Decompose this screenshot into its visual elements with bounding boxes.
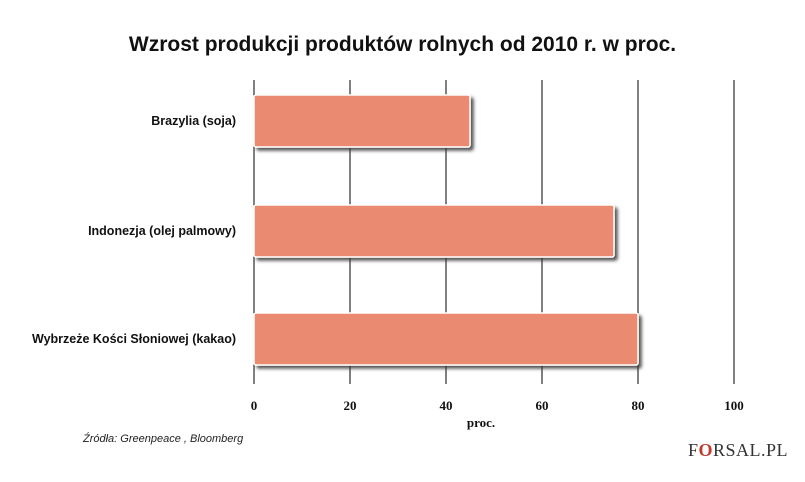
x-tick-label-60: 60 [536, 398, 549, 413]
x-tick-label-0: 0 [251, 398, 258, 413]
bar-1 [253, 94, 471, 148]
bar-3 [253, 312, 639, 366]
x-tick-label-100: 100 [724, 398, 744, 413]
category-label-2: Indonezja (olej palmowy) [88, 224, 236, 238]
category-label-3: Wybrzeże Kości Słoniowej (kakao) [32, 332, 236, 346]
x-tick-label-20: 20 [344, 398, 357, 413]
x-tick-label-40: 40 [440, 398, 453, 413]
brand-logo-prefix: F [688, 440, 699, 460]
source-note: Źródła: Greenpeace , Bloomberg [83, 433, 244, 445]
category-label-1: Brazylia (soja) [151, 114, 236, 128]
brand-logo-suffix: RSAL.PL [713, 440, 789, 460]
brand-logo: FORSAL.PL [688, 440, 788, 461]
bar-2 [253, 204, 615, 258]
x-axis-label: proc. [467, 415, 495, 430]
x-tick-label-80: 80 [632, 398, 645, 413]
chart-title: Wzrost produkcji produktów rolnych od 20… [128, 33, 677, 56]
brand-logo-accent: O [698, 440, 714, 460]
